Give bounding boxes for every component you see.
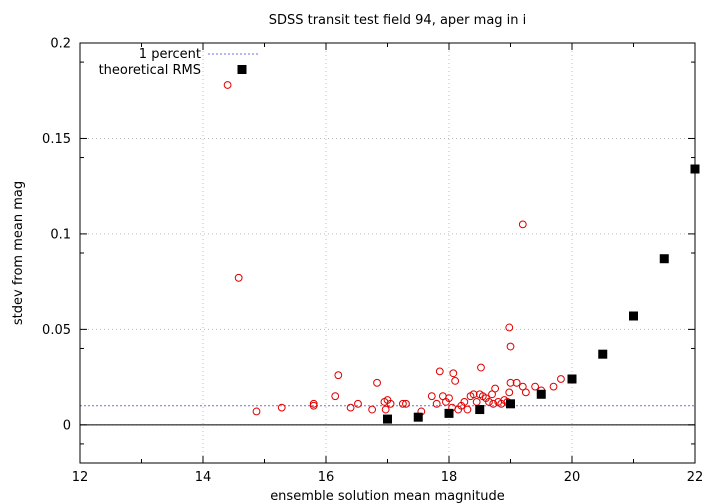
observed-point <box>472 398 481 406</box>
reference-lines <box>80 405 695 426</box>
observed-point <box>506 378 515 387</box>
chart-title: SDSS transit test field 94, aper mag in … <box>269 13 527 28</box>
observed-point <box>489 399 498 408</box>
observed-point <box>331 392 340 401</box>
observed-point <box>505 388 514 397</box>
observed-point <box>398 399 407 408</box>
theoretical-point <box>536 389 546 399</box>
theoretical-point <box>506 399 515 409</box>
observed-point <box>432 399 441 408</box>
legend: 1 percent theoretical RMS <box>99 47 260 78</box>
theoretical-point <box>598 349 608 359</box>
axis-ticks: 12 14 16 18 20 22 0 0.05 0.1 0.15 0.2 <box>42 37 703 486</box>
x-tick-label: 20 <box>564 470 581 485</box>
legend-label-theoretical-rms: theoretical RMS <box>99 63 201 78</box>
observed-point <box>402 399 410 408</box>
observed-point <box>435 367 444 376</box>
observed-points <box>223 81 565 416</box>
observed-point <box>505 323 514 332</box>
theoretical-point <box>413 412 423 422</box>
theoretical-point <box>659 254 669 264</box>
x-axis-title: ensemble solution mean magnitude <box>270 489 505 504</box>
observed-point <box>491 384 500 393</box>
y-tick-label: 0.2 <box>50 37 71 52</box>
observed-point <box>531 382 539 391</box>
theoretical-point <box>629 311 638 321</box>
observed-point <box>373 378 381 387</box>
y-axis-title: stdev from mean mag <box>11 181 26 325</box>
observed-point <box>463 405 472 414</box>
observed-point <box>346 403 355 412</box>
observed-point <box>477 363 485 372</box>
y-tick-label: 0.15 <box>42 132 71 147</box>
observed-point <box>506 342 515 351</box>
observed-point <box>223 81 232 89</box>
observed-point <box>549 382 558 391</box>
observed-point <box>277 403 286 412</box>
x-tick-label: 18 <box>441 470 458 485</box>
theoretical-point <box>567 374 577 384</box>
observed-point <box>386 399 395 408</box>
observed-point <box>460 398 469 406</box>
observed-point <box>252 407 261 416</box>
observed-point <box>309 401 318 410</box>
observed-point <box>368 405 377 414</box>
theoretical-point <box>383 414 392 424</box>
y-tick-label: 0.05 <box>42 323 71 338</box>
observed-point <box>521 388 530 397</box>
legend-swatch-theoretical-rms <box>237 65 247 74</box>
x-tick-label: 16 <box>318 470 335 485</box>
observed-point <box>512 378 521 387</box>
theoretical-point <box>690 164 700 174</box>
theoretical-point <box>475 405 485 415</box>
theoretical-points <box>383 164 700 424</box>
observed-point <box>427 392 436 401</box>
observed-point <box>518 220 527 229</box>
observed-point <box>445 394 453 402</box>
observed-point <box>451 377 460 385</box>
x-tick-label: 14 <box>195 470 212 485</box>
y-tick-label: 0 <box>63 418 71 433</box>
observed-point <box>469 390 478 399</box>
legend-label-1-percent: 1 percent <box>139 47 201 62</box>
observed-point <box>449 369 458 378</box>
x-tick-label: 22 <box>687 470 704 485</box>
observed-point <box>485 398 493 406</box>
observed-point <box>557 375 565 383</box>
observed-point <box>381 405 390 414</box>
x-tick-label: 12 <box>72 470 89 485</box>
y-tick-label: 0.1 <box>50 227 71 242</box>
observed-point <box>234 273 243 282</box>
theoretical-point <box>444 408 454 418</box>
observed-point <box>334 371 343 380</box>
observed-point <box>354 399 362 408</box>
